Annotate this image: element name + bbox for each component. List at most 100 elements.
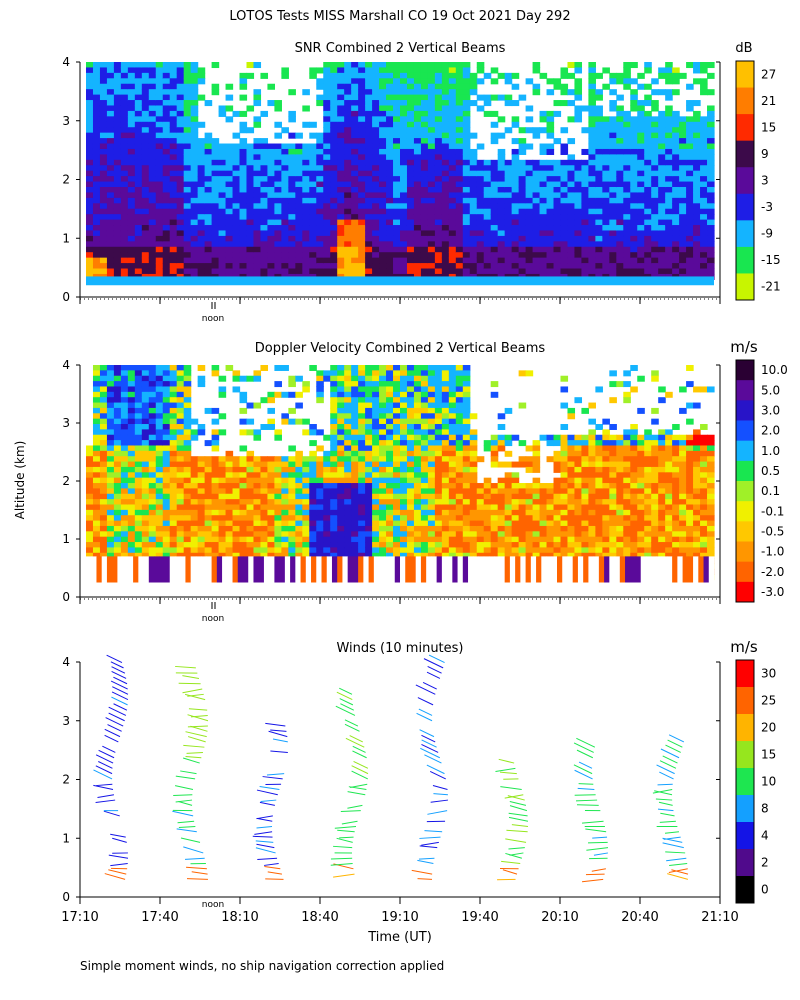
snr-cell	[253, 154, 262, 161]
snr-cell	[588, 127, 596, 134]
snr-cell	[99, 176, 108, 183]
snr-cell	[427, 225, 436, 232]
snr-cell	[707, 170, 715, 177]
snr-cell	[658, 235, 666, 242]
snr-cell	[588, 78, 596, 85]
velocity-cell	[351, 509, 359, 516]
velocity-cell	[162, 381, 171, 388]
velocity-cell	[218, 509, 227, 516]
snr-cell	[637, 148, 645, 155]
snr-cell	[686, 181, 694, 188]
snr-cell	[658, 181, 666, 188]
velocity-cell	[267, 488, 275, 495]
snr-cell	[211, 62, 220, 69]
snr-cell	[197, 159, 206, 166]
snr-cell	[190, 192, 199, 199]
snr-cell	[183, 62, 192, 69]
velocity-cell	[218, 531, 227, 538]
velocity-cell	[106, 499, 115, 506]
snr-cell	[239, 72, 248, 79]
snr-cell	[623, 67, 631, 74]
snr-cell	[637, 197, 645, 204]
snr-cell	[176, 176, 185, 183]
snr-cell	[169, 230, 178, 237]
velocity-cell	[253, 461, 262, 468]
snr-cell	[497, 197, 506, 204]
snr-cell	[602, 230, 610, 237]
velocity-cell	[260, 499, 269, 506]
snr-cell	[253, 170, 262, 177]
snr-cell	[609, 89, 617, 96]
snr-cell	[127, 230, 136, 237]
snr-cell	[239, 208, 248, 215]
snr-cell	[532, 219, 541, 226]
velocity-cell	[253, 531, 262, 538]
snr-cell	[372, 219, 380, 226]
snr-cell	[476, 214, 485, 221]
velocity-cell	[288, 456, 296, 463]
snr-cell	[595, 214, 603, 221]
snr-cell	[686, 203, 694, 210]
velocity-cell	[406, 525, 415, 532]
velocity-cell	[441, 397, 450, 404]
snr-cell	[567, 165, 576, 172]
snr-cell	[218, 268, 227, 275]
snr-cell	[511, 252, 520, 259]
velocity-cell	[393, 488, 401, 495]
velocity-cell	[141, 434, 150, 441]
snr-cell	[588, 263, 596, 270]
snr-cell	[420, 154, 429, 161]
velocity-cell	[148, 488, 157, 495]
velocity-cell	[148, 509, 157, 516]
snr-cell	[246, 62, 255, 69]
snr-cell	[106, 219, 115, 226]
velocity-cell	[386, 461, 394, 468]
snr-cell	[155, 241, 164, 248]
snr-cell	[106, 78, 115, 85]
snr-cell	[427, 268, 436, 275]
velocity-cell	[92, 397, 101, 404]
snr-cell	[420, 176, 429, 183]
velocity-cell	[365, 547, 373, 554]
velocity-cell	[267, 520, 275, 527]
snr-cell	[476, 170, 485, 177]
snr-cell	[455, 268, 464, 275]
snr-cell	[400, 192, 408, 199]
snr-cell	[616, 116, 624, 123]
velocity-cell	[365, 424, 373, 430]
velocity-cell	[113, 477, 122, 484]
velocity-cell	[134, 407, 143, 414]
snr-cell	[420, 192, 429, 199]
snr-cell	[567, 246, 576, 253]
snr-cell	[253, 214, 262, 221]
snr-cell	[176, 105, 185, 112]
snr-cell	[490, 230, 499, 237]
velocity-cell	[113, 493, 122, 500]
velocity-cell	[176, 424, 185, 430]
snr-cell	[574, 181, 583, 188]
snr-cell	[232, 143, 241, 150]
snr-cell	[295, 197, 303, 204]
velocity-cell	[253, 499, 262, 506]
velocity-cell	[169, 515, 178, 522]
snr-cell	[616, 138, 624, 145]
snr-cell	[455, 159, 464, 166]
snr-cell	[665, 263, 673, 270]
velocity-cell	[106, 434, 115, 441]
velocity-cell	[183, 542, 192, 549]
snr-cell	[155, 110, 164, 117]
snr-cell	[120, 208, 129, 215]
snr-cell	[400, 143, 408, 150]
velocity-cell	[176, 434, 185, 441]
colorbar-label: 9	[761, 147, 769, 161]
velocity-cell	[302, 552, 310, 559]
velocity-cell	[400, 413, 408, 420]
snr-cell	[637, 132, 645, 139]
velocity-cell	[113, 466, 122, 473]
snr-cell	[302, 235, 310, 242]
velocity-cell	[434, 391, 443, 398]
velocity-cell	[183, 434, 192, 441]
velocity-cell	[92, 434, 101, 441]
velocity-cell	[197, 531, 206, 538]
snr-cell	[204, 268, 213, 275]
